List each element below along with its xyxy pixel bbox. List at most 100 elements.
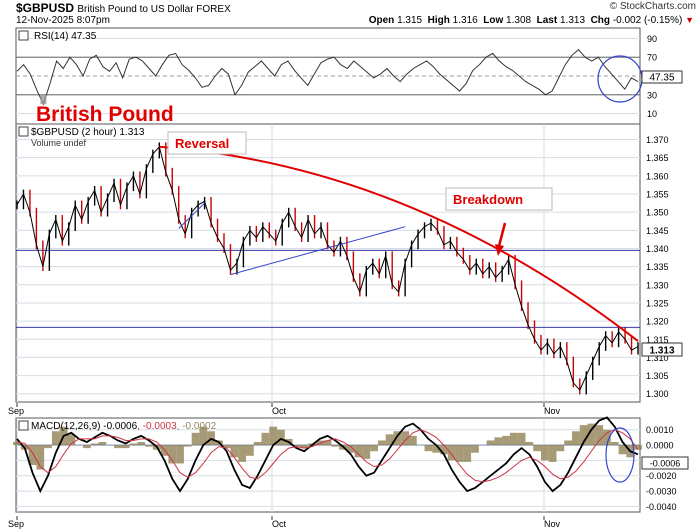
macd-histogram-bar <box>238 445 246 462</box>
x-axis-label: Sep <box>8 406 24 416</box>
macd-histogram-bar <box>440 445 448 455</box>
copyright: © StockCharts.com <box>609 1 696 12</box>
macd-histogram-bar <box>13 442 21 446</box>
macd-histogram-bar <box>121 445 130 449</box>
macd-histogram-bar <box>471 445 479 453</box>
macd-histogram-bar <box>51 431 60 446</box>
macd-histogram-bar <box>579 425 588 446</box>
price-tick-label: 1.335 <box>646 262 669 272</box>
macd-histogram-bar <box>137 442 146 446</box>
svg-text:1.313: 1.313 <box>649 346 674 357</box>
price-title: $GBPUSD (2 hour) 1.313 <box>31 127 145 138</box>
svg-text:Breakdown: Breakdown <box>453 192 523 207</box>
macd-histogram-bar <box>28 445 37 465</box>
macd-line <box>16 416 639 494</box>
macd-histogram-bar <box>98 442 107 446</box>
rsi-current-label: 47.35 <box>641 70 683 84</box>
x-axis-label: Nov <box>544 519 561 529</box>
macd-histogram-bar <box>292 445 301 447</box>
macd-tick-label: 0.0010 <box>646 425 674 435</box>
macd-histogram-bar <box>502 435 510 446</box>
rsi-tick-label: 10 <box>647 109 657 119</box>
macd-tick-label: -0.0020 <box>646 471 677 481</box>
rsi-oversold-fill <box>40 94 47 105</box>
x-axis-bottom: Sep Oct Nov <box>8 516 561 529</box>
early-support-line <box>178 202 205 229</box>
rsi-tick-label: 30 <box>647 90 657 100</box>
macd-histogram-bar <box>44 445 52 449</box>
macd-histogram-bar <box>199 426 208 446</box>
macd-histogram-bar <box>533 445 541 452</box>
ohlc-readout: Open 1.315 High 1.316 Low 1.308 Last 1.3… <box>368 15 694 26</box>
macd-histogram-bar <box>603 429 611 446</box>
macd-histogram-bar <box>424 445 433 452</box>
macd-histogram-bar <box>354 445 363 458</box>
price-panel: British Pound $GBPUSD (2 hour) 1.313 Vol… <box>15 103 683 403</box>
macd-histogram-bar <box>595 425 604 446</box>
macd-histogram-bar <box>385 434 394 446</box>
price-line <box>16 145 639 392</box>
macd-panel: MACD(12,26,9) -0.0006, -0.0003, -0.0002 … <box>13 416 689 513</box>
header-symbol: $GBPUSD British Pound to US Dollar FOREX <box>16 1 231 15</box>
macd-histogram-bar <box>90 443 99 446</box>
macd-histogram-bar <box>362 445 371 459</box>
macd-histogram-bar <box>517 432 526 446</box>
macd-histogram-bar <box>253 442 262 446</box>
macd-histogram-bar <box>191 432 200 446</box>
channel-lower-line <box>230 226 406 276</box>
rsi-collapse-icon[interactable] <box>18 30 29 41</box>
macd-histogram-bar <box>572 431 580 446</box>
macd-histogram-bar <box>634 445 642 450</box>
price-watermark: British Pound <box>36 103 174 126</box>
macd-title: MACD(12,26,9) -0.0006, -0.0003, -0.0002 <box>31 421 217 432</box>
macd-histogram-bar <box>432 445 441 453</box>
price-tick-label: 1.370 <box>646 135 669 145</box>
macd-histogram-bar <box>618 445 627 455</box>
macd-tick-label: -0.0030 <box>646 487 677 497</box>
macd-histogram-bar <box>315 440 324 446</box>
price-tick-label: 1.360 <box>646 171 669 181</box>
down-triangle-icon: ▼ <box>685 15 694 25</box>
header-name: British Pound to US Dollar FOREX <box>77 4 231 15</box>
macd-histogram-bar <box>145 445 153 447</box>
macd-histogram-bar <box>82 445 91 449</box>
macd-histogram-bar <box>269 426 278 446</box>
macd-histogram-bar <box>556 445 565 452</box>
rsi-line <box>16 49 639 106</box>
price-tick-label: 1.340 <box>646 244 669 254</box>
macd-histogram-bar <box>183 445 192 447</box>
breakdown-annotation: Breakdown <box>445 187 553 211</box>
svg-text:-0.0006: -0.0006 <box>650 459 681 469</box>
macd-histogram-bar <box>300 445 309 449</box>
macd-current-label: -0.0006 <box>641 456 689 470</box>
macd-histogram-bar <box>129 443 138 446</box>
x-axis-label: Nov <box>544 406 561 416</box>
x-axis-label: Sep <box>8 519 24 529</box>
macd-histogram-bar <box>486 440 495 446</box>
price-current-label: 1.313 <box>641 342 683 357</box>
macd-histogram-bar <box>323 440 332 446</box>
macd-tick-label: -0.0040 <box>646 502 677 512</box>
macd-highlight-circle <box>605 427 635 483</box>
macd-histogram-bar <box>401 431 410 446</box>
macd-histogram-bar <box>114 445 122 449</box>
macd-histogram-bar <box>409 435 417 446</box>
price-tick-label: 1.305 <box>646 371 669 381</box>
macd-histogram-bar <box>463 445 472 462</box>
price-tick-label: 1.350 <box>646 208 669 218</box>
macd-tick-label: 0.0000 <box>646 441 674 451</box>
macd-collapse-icon[interactable] <box>18 420 29 431</box>
price-collapse-icon[interactable] <box>18 126 29 137</box>
price-tick-label: 1.300 <box>646 389 669 399</box>
price-tick-label: 1.310 <box>646 353 669 363</box>
macd-histogram-bar <box>245 445 254 456</box>
macd-histogram-bar <box>525 442 534 446</box>
reversal-trendline <box>159 145 639 342</box>
macd-histogram-bar <box>261 432 270 446</box>
price-tick-label: 1.365 <box>646 153 669 163</box>
price-subtitle: Volume undef <box>31 138 87 148</box>
macd-histogram-bar <box>447 445 456 461</box>
rsi-title: RSI(14) 47.35 <box>34 31 97 42</box>
rsi-panel: RSI(14) 47.35 1030507090 47.35 <box>15 27 683 125</box>
